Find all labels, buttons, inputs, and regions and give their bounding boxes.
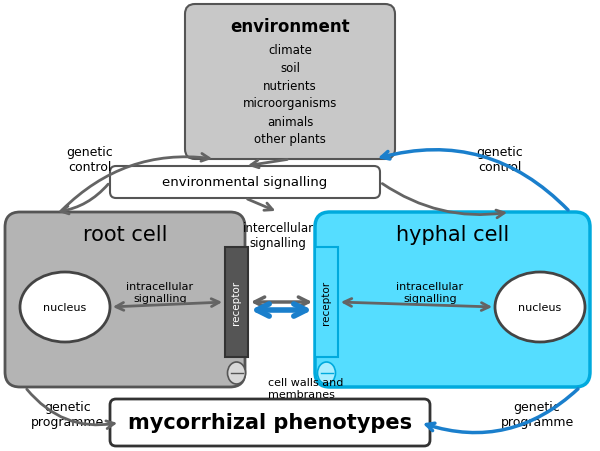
- Text: nucleus: nucleus: [518, 302, 562, 312]
- Text: root cell: root cell: [83, 225, 167, 244]
- Text: genetic
control: genetic control: [476, 146, 523, 174]
- Ellipse shape: [317, 362, 335, 384]
- Text: mycorrhizal phenotypes: mycorrhizal phenotypes: [128, 413, 412, 433]
- FancyBboxPatch shape: [5, 212, 245, 387]
- Text: cell walls and
membranes: cell walls and membranes: [268, 377, 343, 399]
- Text: genetic
control: genetic control: [67, 146, 113, 174]
- Text: nutrients: nutrients: [263, 79, 317, 92]
- Text: soil: soil: [280, 61, 300, 74]
- Text: nucleus: nucleus: [43, 302, 86, 312]
- Text: environment: environment: [230, 18, 350, 36]
- Text: climate: climate: [268, 43, 312, 56]
- Bar: [315, 248, 338, 357]
- FancyBboxPatch shape: [315, 212, 590, 387]
- Text: intracellular
signalling: intracellular signalling: [397, 281, 464, 303]
- FancyBboxPatch shape: [110, 399, 430, 446]
- Text: receptor: receptor: [232, 281, 241, 324]
- Text: environmental signalling: environmental signalling: [163, 176, 328, 189]
- Text: genetic
programme: genetic programme: [31, 400, 104, 428]
- FancyBboxPatch shape: [110, 166, 380, 198]
- Text: intracellular
signalling: intracellular signalling: [127, 281, 194, 303]
- Text: receptor: receptor: [322, 281, 331, 324]
- FancyBboxPatch shape: [185, 5, 395, 160]
- Text: animals: animals: [267, 115, 313, 128]
- Ellipse shape: [227, 362, 245, 384]
- Ellipse shape: [495, 272, 585, 342]
- Text: other plants: other plants: [254, 133, 326, 146]
- Text: intercellular
signalling: intercellular signalling: [242, 221, 314, 249]
- Ellipse shape: [20, 272, 110, 342]
- Text: hyphal cell: hyphal cell: [396, 225, 509, 244]
- Text: genetic
programme: genetic programme: [500, 400, 574, 428]
- Bar: [225, 248, 248, 357]
- Text: microorganisms: microorganisms: [243, 97, 337, 110]
